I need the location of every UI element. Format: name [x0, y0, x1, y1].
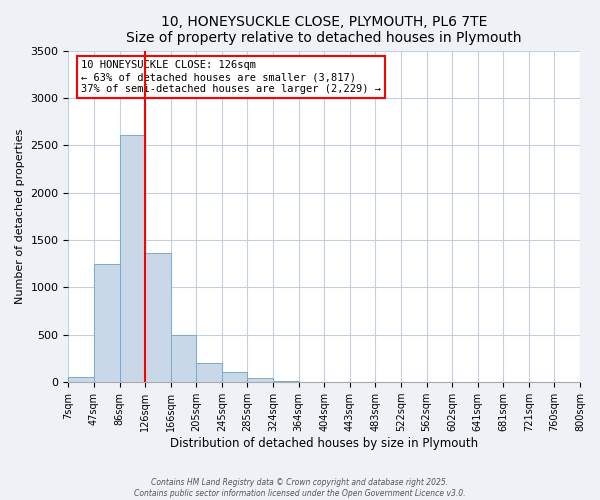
Bar [145, 254, 171, 382]
Bar [68, 378, 94, 382]
Bar [222, 372, 247, 382]
Text: Contains HM Land Registry data © Crown copyright and database right 2025.
Contai: Contains HM Land Registry data © Crown c… [134, 478, 466, 498]
Y-axis label: Number of detached properties: Number of detached properties [15, 128, 25, 304]
Bar [196, 364, 222, 382]
X-axis label: Distribution of detached houses by size in Plymouth: Distribution of detached houses by size … [170, 437, 478, 450]
Bar [247, 378, 273, 382]
Text: 10 HONEYSUCKLE CLOSE: 126sqm
← 63% of detached houses are smaller (3,817)
37% of: 10 HONEYSUCKLE CLOSE: 126sqm ← 63% of de… [81, 60, 381, 94]
Title: 10, HONEYSUCKLE CLOSE, PLYMOUTH, PL6 7TE
Size of property relative to detached h: 10, HONEYSUCKLE CLOSE, PLYMOUTH, PL6 7TE… [127, 15, 522, 45]
Bar [119, 135, 145, 382]
Bar [171, 335, 196, 382]
Bar [94, 264, 119, 382]
